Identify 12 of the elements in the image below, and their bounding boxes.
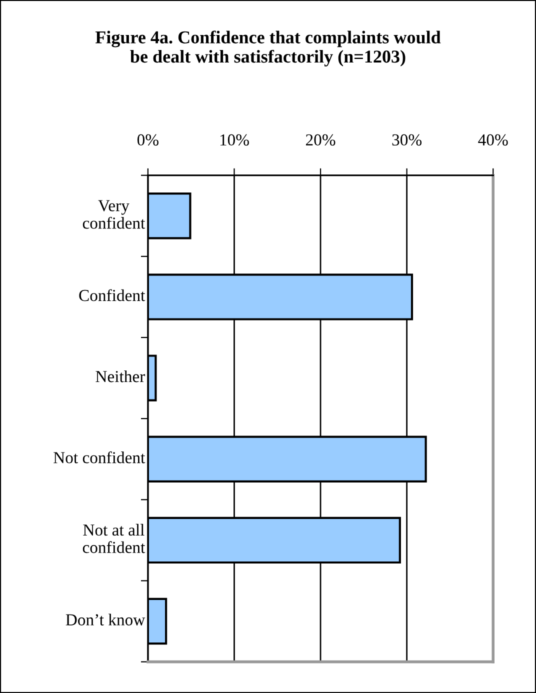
x-tick-label: 0% xyxy=(137,134,158,146)
y-tick-label: Confident xyxy=(79,289,146,302)
y-tick-label: Neither xyxy=(96,370,146,382)
y-tick-label: Very confident xyxy=(82,200,146,229)
y-tick-label: Not at all confident xyxy=(82,524,146,554)
x-tick-label: 30% xyxy=(392,134,422,146)
x-tick-label: 40% xyxy=(478,134,508,146)
y-tick-label: Don’t know xyxy=(66,614,146,626)
chart-title: Figure 4a. Confidence that complaints would be dealt with satisfactorily (n=1203) xyxy=(95,30,441,66)
x-tick-label: 10% xyxy=(220,134,249,146)
y-tick-label: Not confident xyxy=(54,451,146,464)
x-tick-label: 20% xyxy=(306,134,336,146)
